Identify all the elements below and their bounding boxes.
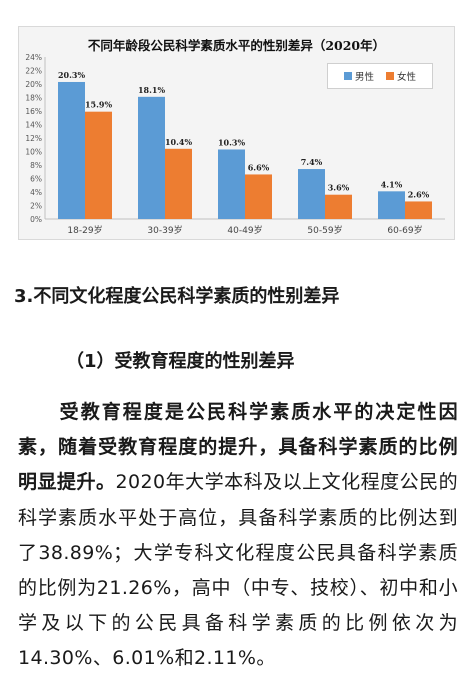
bar-data-label: 7.4%	[301, 157, 323, 167]
y-tick-label: 18%	[25, 94, 42, 103]
y-tick-label: 4%	[30, 188, 42, 197]
legend-item-female: 女性	[386, 69, 416, 83]
y-tick-label: 0%	[30, 215, 42, 224]
bar-female	[325, 194, 352, 219]
x-tick-label: 50-59岁	[307, 224, 342, 236]
bar-chart: 0% 2% 4% 6% 8% 10% 12% 14% 16% 18% 20% 22% 24% 20.3% 1…	[25, 53, 445, 236]
y-tick-label: 12%	[25, 134, 42, 143]
section-heading: 3.不同文化程度公民科学素质的性别差异	[14, 286, 340, 307]
bar-data-label: 2.6%	[408, 189, 430, 199]
legend-swatch-male	[343, 72, 352, 80]
legend-item-male: 男性	[343, 69, 374, 83]
y-tick-label: 10%	[25, 148, 42, 157]
x-tick-label: 30-39岁	[147, 224, 182, 236]
bar-male	[218, 149, 245, 219]
bar-female	[245, 174, 272, 219]
bar-data-label: 10.3%	[218, 137, 245, 147]
bar-data-label: 4.1%	[381, 179, 403, 189]
bar-data-label: 6.6%	[248, 162, 270, 172]
paragraph-body-text: 2020年大学本科及以上文化程度公民的科学素质水平处于高位，具备科学素质的比例达…	[18, 471, 458, 670]
y-tick-label: 2%	[30, 202, 42, 211]
body-paragraph: 受教育程度是公民科学素质水平的决定性因素，随着受教育程度的提升，具备科学素质的比…	[18, 395, 458, 677]
y-tick-label: 20%	[25, 80, 42, 89]
y-tick-label: 22%	[25, 67, 42, 76]
chart-panel: 不同年龄段公民科学素质水平的性别差异（2020年） 0% 2% 4% 6% 8% 10% 1…	[18, 26, 455, 240]
bar-male	[138, 96, 165, 219]
chart-title: 不同年龄段公民科学素质水平的性别差异（2020年）	[87, 38, 386, 53]
bar-data-label: 15.9%	[85, 100, 112, 110]
bar-male	[378, 191, 405, 219]
x-tick-label: 18-29岁	[67, 224, 102, 236]
bar-male	[58, 81, 85, 219]
chart-legend: 男性 女性	[327, 63, 433, 89]
bar-female	[165, 148, 192, 219]
bar-data-label: 10.4%	[165, 137, 192, 147]
bar-data-label: 18.1%	[138, 85, 165, 95]
x-tick-label: 40-49岁	[227, 224, 262, 236]
y-tick-label: 8%	[30, 161, 42, 170]
paragraph-bold-lead: 受教育程度是公民科学素质水平的决定性因素，随着受教育程度的提升，具备科学素质的比…	[18, 401, 458, 494]
y-tick-label: 6%	[30, 175, 42, 184]
y-tick-label: 14%	[25, 121, 42, 130]
sub-heading: （1）受教育程度的性别差异	[66, 351, 295, 372]
x-tick-label: 60-69岁	[387, 224, 422, 236]
bar-data-label: 3.6%	[328, 183, 350, 193]
bar-female	[405, 201, 432, 219]
bar-data-label: 20.3%	[58, 70, 85, 80]
y-tick-label: 24%	[25, 53, 42, 62]
bar-male	[298, 169, 325, 219]
y-tick-label: 16%	[25, 107, 42, 116]
legend-label-male: 男性	[354, 72, 374, 83]
bar-female	[85, 111, 112, 219]
legend-label-female: 女性	[397, 72, 417, 83]
legend-swatch-female	[386, 72, 394, 80]
